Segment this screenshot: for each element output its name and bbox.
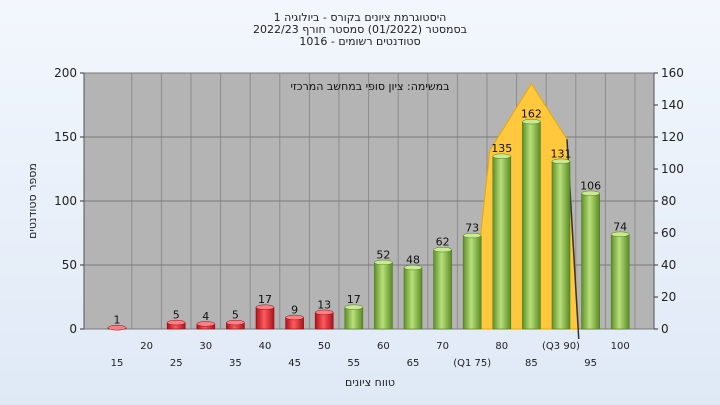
value-label-80: 135 [491, 142, 512, 155]
y-tick-label-right: 20 [661, 290, 676, 304]
value-label-45: 9 [291, 303, 298, 316]
bar-cap-25 [166, 319, 186, 326]
x-tick-label-60: 60 [377, 341, 390, 352]
bar-cap-100 [610, 231, 630, 237]
y-tick-label-right: 100 [661, 162, 684, 176]
y-tick-label-right: 0 [661, 322, 669, 336]
value-label-15: 1 [114, 314, 121, 327]
bar-cap-15 [107, 325, 127, 331]
x-tick-label-90: (Q3 90) [542, 341, 580, 352]
y-tick-label-left: 50 [62, 258, 77, 272]
x-tick-label-70: 70 [436, 341, 449, 352]
bar-cap-35 [226, 319, 245, 326]
value-label-90: 131 [551, 147, 572, 160]
value-label-35: 5 [232, 309, 239, 322]
chart-subtitle: בסמסטר (01/2022) סמסטר חורף 2022/23 [253, 23, 467, 36]
y-tick-label-left: 0 [69, 322, 77, 336]
bar-cap-95 [581, 190, 600, 196]
bar-cap-50 [314, 309, 334, 316]
bar-90 [551, 161, 571, 330]
value-label-95: 106 [580, 179, 601, 192]
y-tick-label-right: 60 [661, 226, 676, 240]
value-label-30: 4 [202, 310, 209, 323]
bar-65 [403, 267, 423, 330]
value-label-100: 74 [613, 220, 627, 233]
x-tick-label-20: 20 [140, 341, 153, 352]
y-tick-label-left: 100 [54, 194, 77, 208]
y-tick-label-right: 120 [661, 130, 684, 144]
bar-85 [522, 121, 541, 330]
bar-cap-60 [374, 259, 393, 266]
value-label-70: 62 [436, 236, 450, 249]
bar-cap-55 [344, 304, 364, 310]
x-tick-label-80: 80 [495, 341, 508, 352]
bar-cap-70 [433, 246, 452, 253]
y-tick-label-right: 140 [661, 98, 684, 112]
bar-cap-45 [285, 314, 304, 321]
x-tick-label-65: 65 [407, 358, 420, 369]
x-tick-label-15: 15 [111, 358, 124, 369]
bar-cap-85 [522, 118, 541, 125]
x-tick-label-45: 45 [288, 358, 301, 369]
value-label-50: 13 [317, 298, 331, 311]
y-tick-label-right: 40 [661, 258, 676, 272]
bar-70 [433, 249, 452, 330]
y-tick-label-left: 200 [54, 66, 77, 80]
x-tick-label-55: 55 [347, 358, 360, 369]
bar-cap-75 [462, 232, 482, 239]
bar-80 [492, 155, 512, 330]
y-tick-label-left: 150 [54, 130, 77, 144]
value-label-25: 5 [173, 309, 180, 322]
value-label-40: 17 [258, 293, 272, 306]
value-label-60: 52 [376, 248, 390, 261]
bar-cap-30 [196, 321, 216, 327]
x-tick-label-95: 95 [584, 358, 597, 369]
bar-cap-90 [551, 158, 571, 164]
chart-annotation: במשימה: ציון סופי במחשב המרכזי [290, 80, 449, 93]
x-tick-label-40: 40 [259, 341, 272, 352]
value-label-65: 48 [406, 254, 420, 267]
y-tick-label-right: 80 [661, 194, 676, 208]
value-label-55: 17 [347, 293, 361, 306]
bar-40 [255, 306, 275, 330]
y-axis-title: מספר סטודנטים [26, 163, 39, 239]
x-axis-title: טווח ציונים [345, 376, 395, 389]
bar-95 [581, 193, 600, 330]
bar-100 [610, 233, 630, 330]
chart-enrollment: סטודנטים רשומים - 1016 [299, 35, 421, 48]
x-tick-label-85: 85 [525, 358, 538, 369]
x-tick-label-25: 25 [170, 358, 183, 369]
bar-cap-40 [255, 304, 275, 310]
x-tick-label-35: 35 [229, 358, 242, 369]
x-tick-label-30: 30 [199, 341, 212, 352]
x-tick-label-75: (Q1 75) [453, 358, 491, 369]
x-tick-label-50: 50 [318, 341, 331, 352]
y-tick-label-right: 160 [661, 66, 684, 80]
bar-75 [462, 235, 482, 330]
chart-title: היסטוגרמת ציונים בקורס - ביולוגיה 1 [273, 11, 447, 24]
x-tick-label-100: 100 [611, 341, 630, 352]
bar-cap-65 [403, 264, 423, 271]
value-label-85: 162 [521, 108, 542, 121]
bar-55 [344, 306, 364, 330]
value-label-75: 73 [465, 222, 479, 235]
bar-cap-80 [492, 153, 512, 159]
bar-60 [374, 262, 393, 330]
